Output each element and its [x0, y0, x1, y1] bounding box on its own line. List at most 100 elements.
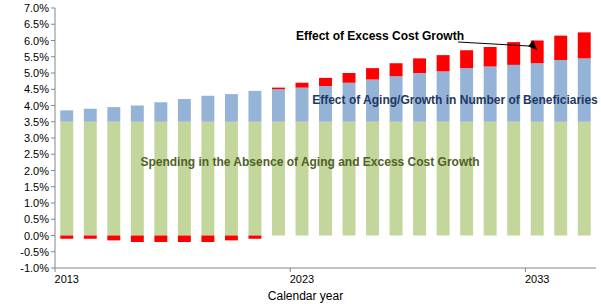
bars: [60, 32, 590, 242]
y-tick-label: 7.0%: [24, 2, 49, 14]
bar: [531, 122, 544, 236]
y-tick: [51, 24, 55, 25]
bar: [131, 106, 144, 122]
y-tick: [51, 235, 55, 236]
y-tick: [51, 89, 55, 90]
bar: [296, 122, 309, 236]
y-tick-label: 6.5%: [24, 18, 49, 30]
bar: [201, 96, 214, 122]
bar: [225, 236, 238, 241]
y-tick-label: 4.0%: [24, 100, 49, 112]
bar: [390, 122, 403, 236]
bar: [178, 99, 191, 122]
y-tick: [51, 268, 55, 269]
bar: [225, 122, 238, 236]
bar: [248, 236, 261, 239]
y-tick-label: 1.0%: [24, 197, 49, 209]
bar: [296, 88, 309, 122]
x-tick: [55, 268, 56, 272]
y-tick-label: 2.5%: [24, 148, 49, 160]
y-tick-label: 0.0%: [24, 230, 49, 242]
bar: [366, 122, 379, 236]
bar: [201, 122, 214, 236]
y-tick: [51, 251, 55, 252]
bar: [343, 122, 356, 236]
bar: [578, 32, 591, 58]
y-tick: [51, 8, 55, 9]
bar: [390, 63, 403, 76]
y-tick: [51, 40, 55, 41]
bar: [107, 236, 120, 241]
bar: [366, 68, 379, 79]
y-tick-label: 1.5%: [24, 181, 49, 193]
bar: [554, 60, 567, 122]
bar: [60, 122, 73, 236]
bar: [554, 36, 567, 60]
bar: [343, 73, 356, 83]
y-tick: [51, 121, 55, 122]
bar: [248, 122, 261, 236]
y-tick: [51, 138, 55, 139]
x-tick: [525, 268, 526, 272]
y-tick-label: 5.5%: [24, 51, 49, 63]
bar: [154, 236, 167, 243]
bar: [178, 122, 191, 236]
arrow-head: [528, 40, 537, 50]
bar: [131, 122, 144, 236]
y-tick-label: 4.5%: [24, 83, 49, 95]
bar: [578, 122, 591, 236]
bar: [107, 107, 120, 122]
y-tick-label: 0.5%: [24, 213, 49, 225]
bar: [154, 102, 167, 122]
y-tick-label: -1.0%: [20, 262, 49, 274]
bar: [319, 78, 332, 86]
bar: [225, 94, 238, 122]
series-label: Effect of Excess Cost Growth: [296, 29, 464, 43]
bar: [84, 236, 97, 239]
y-tick: [51, 105, 55, 106]
y-tick: [51, 219, 55, 220]
bar: [507, 122, 520, 236]
y-tick-label: 3.0%: [24, 132, 49, 144]
bar: [178, 236, 191, 243]
bar: [578, 58, 591, 121]
bar: [60, 110, 73, 121]
bar: [460, 122, 473, 236]
x-axis-label: Calendar year: [268, 289, 343, 303]
bar: [437, 122, 450, 236]
y-tick-label: 5.0%: [24, 67, 49, 79]
x-tick-label: 2033: [525, 273, 549, 285]
bar: [131, 236, 144, 243]
y-tick-label: 3.5%: [24, 116, 49, 128]
bar: [272, 88, 285, 90]
bar: [484, 47, 497, 67]
bar: [272, 89, 285, 122]
series-label: Spending in the Absence of Aging and Exc…: [140, 155, 479, 169]
bar: [296, 83, 309, 88]
y-tick: [51, 186, 55, 187]
bar: [154, 122, 167, 236]
bar: [107, 122, 120, 236]
bar: [84, 109, 97, 122]
y-tick-label: 6.0%: [24, 35, 49, 47]
bar: [554, 122, 567, 236]
chart: -1.0% -0.5% 0.0% 0.5% 1.0% 1.5% 2.0% 2.5% 3.0% 3.…: [0, 0, 601, 304]
bar: [460, 50, 473, 68]
bar: [413, 58, 426, 73]
arrow: [458, 42, 533, 46]
y-tick: [51, 170, 55, 171]
bar: [201, 236, 214, 243]
bar: [84, 122, 97, 236]
bar: [248, 91, 261, 122]
bar: [437, 55, 450, 71]
y-tick-label: -0.5%: [20, 246, 49, 258]
x-tick-label: 2013: [55, 273, 79, 285]
bar: [413, 122, 426, 236]
y-tick-label: 2.0%: [24, 165, 49, 177]
x-tick-label: 2023: [290, 273, 314, 285]
bar: [272, 122, 285, 236]
x-axis: [55, 268, 596, 269]
y-tick: [51, 56, 55, 57]
y-tick: [51, 203, 55, 204]
x-tick: [290, 268, 291, 272]
